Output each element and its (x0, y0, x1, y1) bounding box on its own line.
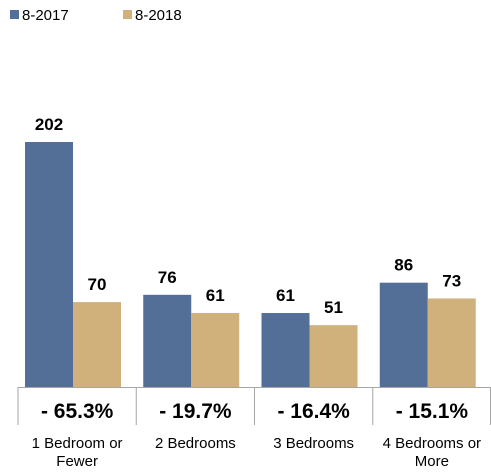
bar-1-1 (191, 313, 240, 387)
value-label-1-0: 70 (88, 275, 107, 294)
percent-change-1: - 19.7% (159, 400, 232, 423)
percent-change-0: - 65.3% (41, 400, 114, 423)
bar-0-2 (261, 313, 310, 387)
bar-1-3 (427, 298, 476, 387)
bar-0-3 (379, 282, 428, 387)
legend-swatch-1 (123, 10, 132, 19)
legend-swatch-0 (10, 10, 19, 19)
value-label-1-1: 61 (206, 286, 225, 305)
category-label-0-1: Fewer (56, 453, 98, 470)
chart-bars (25, 142, 476, 387)
value-labels: 202 70 76 61 61 51 86 73 (35, 115, 461, 317)
category-label-3-0: 4 Bedrooms or (383, 435, 481, 452)
bar-0-0 (25, 142, 73, 387)
bar-1-2 (309, 325, 358, 387)
category-label-3-1: More (415, 453, 449, 470)
value-label-0-3: 86 (394, 256, 413, 275)
percent-change-3: - 15.1% (396, 400, 469, 423)
value-label-0-2: 61 (276, 286, 295, 305)
value-label-1-3: 73 (442, 271, 461, 290)
category-label-2-0: 3 Bedrooms (273, 435, 354, 452)
value-label-1-2: 51 (324, 298, 343, 317)
chart-legend: 8-2017 8-2018 (10, 7, 182, 24)
category-label-1-0: 2 Bedrooms (155, 435, 236, 452)
percent-change-2: - 16.4% (277, 400, 350, 423)
value-label-0-0: 202 (35, 115, 63, 134)
value-label-0-1: 76 (158, 268, 177, 287)
percent-change-labels: - 65.3% - 19.7% - 16.4% - 15.1% (41, 400, 468, 423)
bar-0-1 (143, 294, 192, 387)
legend-label-1: 8-2018 (135, 7, 182, 24)
category-label-0-0: 1 Bedroom or (32, 435, 123, 452)
bar-1-0 (73, 302, 121, 387)
legend-label-0: 8-2017 (22, 7, 69, 24)
